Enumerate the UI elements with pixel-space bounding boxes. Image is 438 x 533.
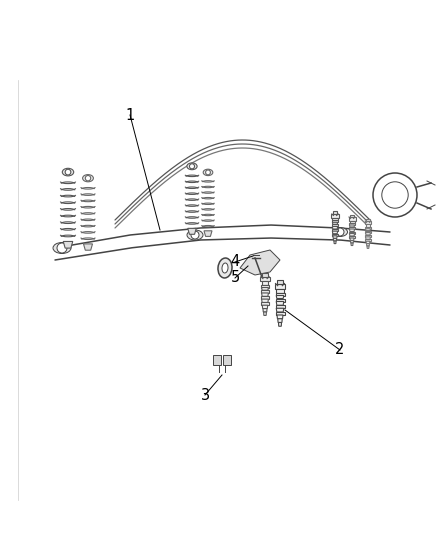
Polygon shape [204, 231, 212, 237]
Ellipse shape [203, 169, 213, 175]
Polygon shape [366, 232, 371, 235]
Ellipse shape [62, 168, 74, 176]
Polygon shape [261, 287, 268, 290]
Text: 1: 1 [125, 108, 134, 123]
Polygon shape [276, 295, 284, 298]
Circle shape [190, 164, 194, 169]
Polygon shape [349, 227, 355, 229]
Text: 3: 3 [201, 387, 209, 402]
Polygon shape [332, 220, 338, 222]
Circle shape [57, 243, 67, 253]
Polygon shape [366, 229, 371, 231]
Polygon shape [349, 217, 356, 221]
Polygon shape [365, 221, 371, 224]
Polygon shape [332, 227, 338, 229]
Ellipse shape [332, 228, 347, 237]
Polygon shape [276, 302, 284, 305]
Polygon shape [365, 231, 371, 232]
Polygon shape [334, 241, 336, 244]
Polygon shape [261, 281, 268, 285]
Polygon shape [333, 238, 336, 241]
Bar [223, 355, 231, 365]
Circle shape [191, 231, 199, 239]
Text: 5: 5 [230, 271, 240, 286]
Polygon shape [332, 231, 338, 233]
Bar [350, 214, 354, 217]
Polygon shape [276, 308, 284, 312]
Polygon shape [261, 290, 269, 293]
Polygon shape [63, 241, 73, 248]
Polygon shape [349, 236, 355, 238]
Polygon shape [279, 322, 282, 326]
Polygon shape [278, 319, 282, 322]
Text: 2: 2 [336, 343, 345, 358]
Bar [366, 219, 370, 221]
Circle shape [336, 228, 344, 236]
Polygon shape [350, 238, 354, 240]
Ellipse shape [222, 263, 228, 273]
Polygon shape [349, 231, 355, 233]
Polygon shape [188, 228, 196, 235]
Polygon shape [276, 298, 285, 302]
Ellipse shape [53, 243, 71, 254]
Polygon shape [365, 235, 371, 237]
Bar [262, 273, 268, 277]
Ellipse shape [187, 163, 197, 169]
Polygon shape [262, 305, 268, 309]
Polygon shape [350, 233, 354, 236]
Polygon shape [367, 246, 369, 248]
Polygon shape [333, 236, 337, 238]
Text: 4: 4 [230, 254, 240, 270]
Circle shape [65, 169, 71, 175]
Polygon shape [332, 229, 338, 231]
Polygon shape [84, 244, 92, 250]
Ellipse shape [83, 175, 93, 182]
Polygon shape [366, 224, 371, 227]
Polygon shape [261, 293, 268, 296]
Polygon shape [365, 239, 371, 241]
Polygon shape [261, 303, 269, 305]
Polygon shape [276, 293, 285, 295]
Polygon shape [350, 240, 353, 243]
Ellipse shape [218, 258, 232, 278]
Polygon shape [261, 299, 268, 303]
Polygon shape [276, 289, 284, 293]
Polygon shape [349, 223, 355, 225]
Polygon shape [264, 312, 266, 316]
Polygon shape [350, 221, 354, 223]
Bar [277, 280, 283, 284]
Polygon shape [366, 241, 370, 244]
Polygon shape [332, 214, 339, 217]
Polygon shape [332, 224, 338, 227]
Polygon shape [240, 250, 280, 275]
Polygon shape [351, 243, 353, 246]
Polygon shape [350, 225, 354, 227]
Polygon shape [260, 277, 270, 281]
Polygon shape [367, 244, 369, 246]
Polygon shape [350, 229, 354, 231]
Bar [213, 355, 221, 365]
Ellipse shape [187, 230, 203, 240]
Polygon shape [261, 285, 269, 287]
Polygon shape [366, 237, 371, 239]
Polygon shape [261, 296, 269, 299]
Bar [333, 212, 337, 214]
Polygon shape [275, 284, 285, 289]
Polygon shape [276, 305, 285, 308]
Polygon shape [332, 222, 338, 224]
Polygon shape [332, 233, 338, 236]
Circle shape [205, 170, 210, 175]
Polygon shape [365, 227, 371, 229]
Polygon shape [332, 217, 338, 220]
Polygon shape [276, 312, 285, 315]
Circle shape [85, 175, 91, 181]
Polygon shape [263, 309, 267, 312]
Polygon shape [277, 315, 283, 319]
